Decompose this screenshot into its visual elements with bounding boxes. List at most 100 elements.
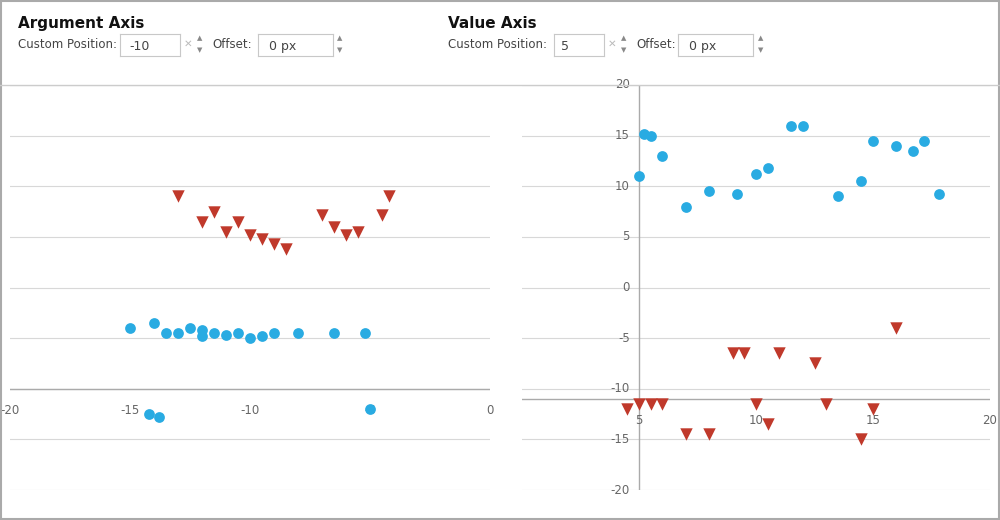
Point	[357, 329, 373, 337]
Text: 20: 20	[983, 414, 997, 427]
Point	[194, 332, 210, 340]
Text: 5: 5	[562, 40, 570, 53]
Point	[916, 137, 932, 145]
Point	[654, 400, 670, 408]
Point	[374, 211, 390, 219]
Point	[218, 331, 234, 339]
Text: ▲: ▲	[337, 35, 342, 41]
Text: ▲: ▲	[758, 35, 763, 41]
Text: 5: 5	[635, 414, 643, 427]
Text: Offset:: Offset:	[636, 37, 676, 50]
Text: -15: -15	[120, 404, 140, 417]
Point	[888, 324, 904, 332]
Point	[362, 405, 378, 413]
Text: 15: 15	[866, 414, 880, 427]
Text: 5: 5	[622, 230, 630, 243]
Point	[326, 223, 342, 231]
Text: ▼: ▼	[197, 47, 202, 53]
Point	[338, 231, 354, 239]
Point	[290, 329, 306, 337]
Point	[146, 319, 162, 327]
Point	[643, 132, 659, 140]
Text: 0 px: 0 px	[269, 40, 296, 53]
Point	[278, 245, 294, 253]
Point	[151, 413, 167, 421]
Point	[194, 217, 210, 226]
Point	[643, 400, 659, 408]
Point	[266, 329, 282, 337]
Text: -10: -10	[129, 40, 149, 53]
Point	[170, 192, 186, 201]
Text: -10: -10	[610, 382, 630, 395]
Text: -15: -15	[610, 433, 630, 446]
Point	[170, 329, 186, 337]
Text: 20: 20	[615, 79, 630, 92]
Text: 0 px: 0 px	[689, 40, 716, 53]
Text: 10: 10	[749, 414, 763, 427]
Text: -5: -5	[618, 332, 630, 345]
Point	[182, 324, 198, 332]
Point	[230, 329, 246, 337]
Point	[266, 240, 282, 248]
Point	[865, 405, 881, 413]
Text: ▲: ▲	[621, 35, 626, 41]
Point	[771, 349, 787, 357]
Text: Custom Position:: Custom Position:	[448, 37, 547, 50]
Text: -5: -5	[364, 404, 376, 417]
Text: 0: 0	[486, 404, 494, 417]
Point	[194, 326, 210, 334]
Text: Custom Position:: Custom Position:	[18, 37, 117, 50]
Point	[853, 177, 869, 185]
Point	[678, 430, 694, 438]
Point	[888, 141, 904, 150]
Point	[654, 152, 670, 160]
Point	[701, 430, 717, 438]
Point	[158, 329, 174, 337]
Point	[678, 202, 694, 211]
Text: ▲: ▲	[197, 35, 202, 41]
Point	[381, 192, 397, 201]
Text: ✕: ✕	[184, 39, 193, 49]
Point	[865, 137, 881, 145]
Text: ✕: ✕	[608, 39, 617, 49]
Point	[830, 192, 846, 201]
Point	[905, 147, 921, 155]
Text: ▼: ▼	[758, 47, 763, 53]
Point	[619, 405, 635, 413]
Point	[631, 400, 647, 408]
Point	[783, 121, 799, 129]
Point	[631, 172, 647, 180]
Text: Offset:: Offset:	[212, 37, 252, 50]
Text: 0: 0	[622, 281, 630, 294]
Point	[818, 400, 834, 408]
Point	[736, 349, 752, 357]
Point	[931, 190, 947, 199]
Text: -20: -20	[610, 484, 630, 497]
Point	[795, 121, 811, 129]
Text: -20: -20	[0, 404, 20, 417]
Point	[218, 228, 234, 236]
Point	[314, 211, 330, 219]
Text: ▼: ▼	[621, 47, 626, 53]
Point	[806, 359, 822, 368]
Point	[701, 187, 717, 196]
Text: 10: 10	[615, 180, 630, 193]
Point	[760, 164, 776, 172]
Text: Value Axis: Value Axis	[448, 16, 537, 31]
Point	[206, 207, 222, 216]
Point	[760, 420, 776, 428]
Point	[853, 435, 869, 444]
Point	[254, 235, 270, 243]
Point	[122, 324, 138, 332]
Text: 15: 15	[615, 129, 630, 142]
Point	[242, 334, 258, 342]
Point	[748, 170, 764, 178]
Point	[242, 231, 258, 239]
Point	[141, 410, 157, 418]
Point	[326, 329, 342, 337]
Point	[350, 228, 366, 236]
Point	[254, 332, 270, 340]
Point	[729, 190, 745, 199]
Text: -10: -10	[240, 404, 260, 417]
Point	[636, 129, 652, 138]
